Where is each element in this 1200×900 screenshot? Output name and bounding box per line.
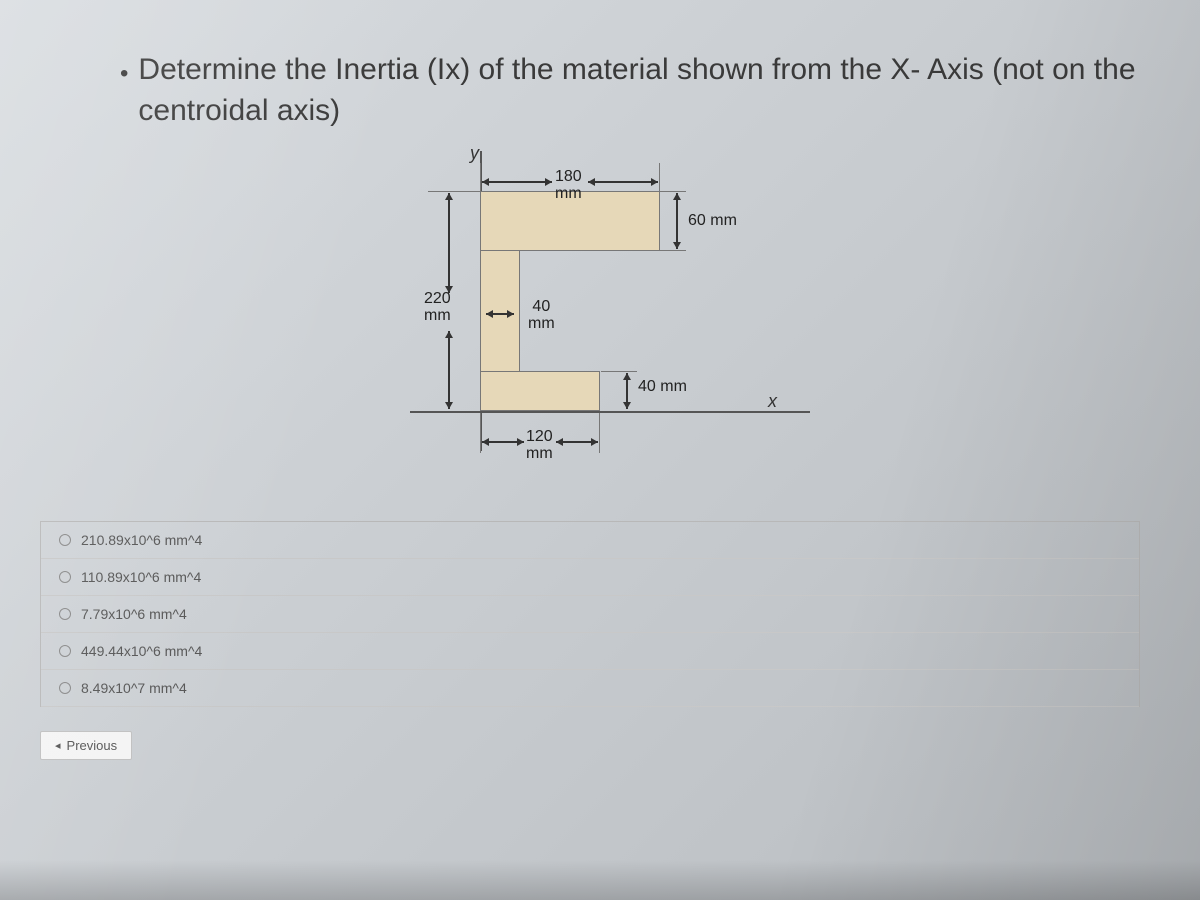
dim-arrow — [626, 373, 628, 409]
x-axis-label: x — [768, 391, 777, 412]
option-label: 110.89x10^6 mm^4 — [81, 569, 201, 585]
dim-arrow — [482, 441, 524, 443]
page-content: • Determine the Inertia (Ix) of the mate… — [0, 0, 1200, 780]
dim-value: 180 — [555, 168, 582, 185]
question-text: Determine the Inertia (Ix) of the materi… — [138, 50, 1140, 131]
ext-line — [660, 250, 686, 251]
ext-line — [428, 191, 480, 192]
ext-line — [601, 371, 637, 372]
ext-line — [599, 413, 600, 453]
chevron-left-icon: ◂ — [55, 739, 61, 752]
bullet-point: • — [120, 58, 128, 90]
option-row[interactable]: 210.89x10^6 mm^4 — [41, 522, 1139, 559]
figure-container: y x 180 mm 60 mm — [40, 151, 1140, 491]
dim-flange-60: 60 mm — [688, 213, 737, 230]
question-block: • Determine the Inertia (Ix) of the mate… — [120, 50, 1140, 131]
option-row[interactable]: 449.44x10^6 mm^4 — [41, 633, 1139, 670]
option-label: 449.44x10^6 mm^4 — [81, 643, 202, 659]
option-row[interactable]: 8.49x10^7 mm^4 — [41, 670, 1139, 707]
dim-unit: mm — [424, 307, 451, 324]
option-label: 210.89x10^6 mm^4 — [81, 532, 202, 548]
radio-icon — [59, 645, 71, 657]
y-axis-label: y — [470, 143, 479, 164]
option-label: 7.79x10^6 mm^4 — [81, 606, 187, 622]
option-row[interactable]: 7.79x10^6 mm^4 — [41, 596, 1139, 633]
ext-line — [659, 163, 660, 191]
option-row[interactable]: 110.89x10^6 mm^4 — [41, 559, 1139, 596]
dim-top-width: 180 mm — [555, 169, 582, 203]
ext-line — [480, 413, 481, 453]
bottom-shadow — [0, 860, 1200, 900]
dim-arrow — [486, 313, 514, 315]
previous-label: Previous — [67, 738, 118, 753]
radio-icon — [59, 682, 71, 694]
dim-bottom-width: 120 mm — [526, 429, 553, 463]
radio-icon — [59, 608, 71, 620]
dim-value: 120 — [526, 428, 553, 445]
option-label: 8.49x10^7 mm^4 — [81, 680, 187, 696]
answer-options: 210.89x10^6 mm^4 110.89x10^6 mm^4 7.79x1… — [40, 521, 1140, 707]
dim-unit: mm — [555, 185, 582, 202]
dim-value: 40 — [532, 298, 550, 315]
ext-line — [480, 163, 481, 191]
dim-web-width: 40 mm — [528, 299, 555, 333]
radio-icon — [59, 571, 71, 583]
bottom-flange — [480, 371, 600, 411]
dim-unit: mm — [528, 315, 555, 332]
dim-left-height: 220 mm — [424, 291, 451, 325]
dim-unit: mm — [526, 445, 553, 462]
dim-arrow — [676, 193, 678, 249]
dim-arrow — [588, 181, 658, 183]
ext-line — [660, 191, 686, 192]
dim-bot-flange-40: 40 mm — [638, 379, 687, 396]
dim-arrow — [448, 193, 450, 293]
cross-section-figure: y x 180 mm 60 mm — [370, 151, 810, 491]
previous-button[interactable]: ◂ Previous — [40, 731, 132, 760]
dim-arrow — [448, 331, 450, 409]
x-axis — [410, 411, 810, 413]
dim-value: 220 — [424, 290, 451, 307]
radio-icon — [59, 534, 71, 546]
dim-arrow — [556, 441, 598, 443]
dim-arrow — [482, 181, 552, 183]
